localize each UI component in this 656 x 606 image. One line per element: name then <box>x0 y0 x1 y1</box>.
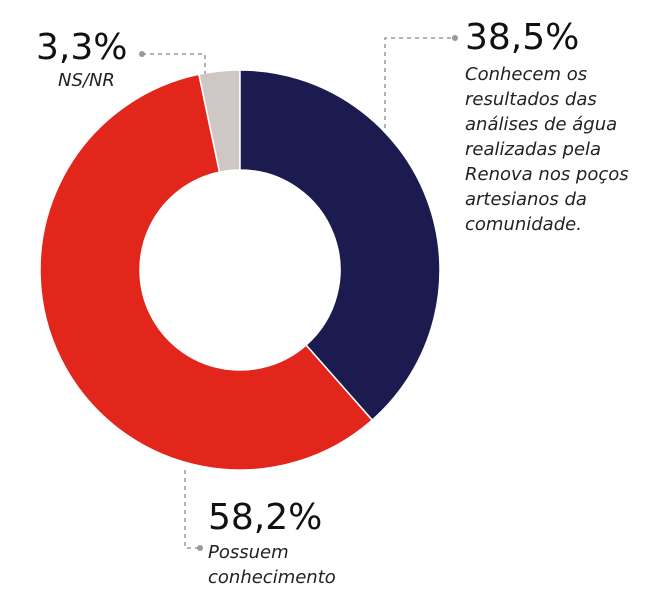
leader-line <box>184 470 200 549</box>
leader-dot <box>452 35 458 41</box>
donut-slice <box>239 69 441 422</box>
leader-line <box>142 53 206 74</box>
leader-line <box>384 37 452 128</box>
category-label: Conhecem os resultados das análises de á… <box>465 64 629 235</box>
donut-slice <box>39 73 374 471</box>
leader-dot <box>197 545 203 551</box>
leader-dot <box>139 51 145 57</box>
value-label: 58,2% <box>208 497 323 538</box>
value-label: 38,5% <box>465 17 580 58</box>
category-label: NS/NR <box>58 70 115 91</box>
category-label: Possuem conhecimento <box>208 542 336 588</box>
value-label: 3,3% <box>36 27 128 68</box>
